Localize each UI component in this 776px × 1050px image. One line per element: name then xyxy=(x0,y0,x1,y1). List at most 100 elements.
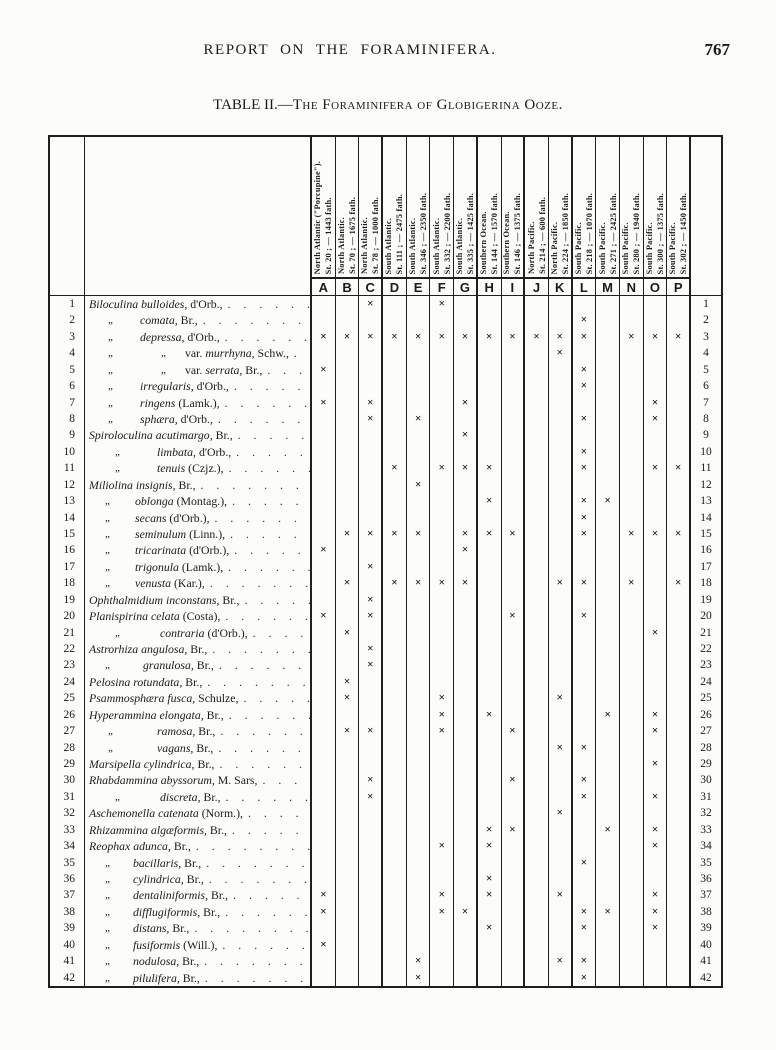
mark-cell-K-18: × xyxy=(549,575,573,592)
species-name-cell: „ tenuis (Czjz.),. . . . . . . . . . . . … xyxy=(85,460,312,477)
leader-dots: . . . . . . . . . . . . . . . . . . . . … xyxy=(234,543,310,558)
mark-cell-I-18 xyxy=(502,575,526,592)
mark-cell-M-20 xyxy=(596,608,620,625)
mark-cell-F-38: × xyxy=(430,903,455,921)
mark-cell-A-18 xyxy=(312,575,336,592)
mark-cell-G-36 xyxy=(454,871,478,888)
species-name-cell: „ discreta, Br.,. . . . . . . . . . . . .… xyxy=(85,788,312,806)
mark-cell-O-25 xyxy=(644,690,668,707)
mark-cell-N-42 xyxy=(620,969,644,986)
species-column-header xyxy=(85,137,312,278)
mark-cell-N-28 xyxy=(620,739,644,756)
mark-cell-F-22 xyxy=(430,641,455,658)
row-number-cell: 16 xyxy=(50,542,85,559)
mark-cell-P-6 xyxy=(667,378,691,395)
mark-cell-I-8 xyxy=(502,411,526,428)
ditto-mark: „ xyxy=(115,445,120,458)
mark-cell-H-7 xyxy=(478,394,502,411)
mark-cell-E-12: × xyxy=(407,476,431,494)
mark-cell-H-31 xyxy=(478,788,502,806)
mark-cell-F-26: × xyxy=(430,706,455,724)
mark-cell-D-17 xyxy=(383,558,407,576)
species-name-cell: „ pilulifera, Br.,. . . . . . . . . . . .… xyxy=(85,969,312,986)
ditto-mark: „ xyxy=(108,347,113,360)
mark-cell-K-33 xyxy=(549,821,573,839)
mark-cell-F-33 xyxy=(430,821,455,839)
mark-cell-P-14 xyxy=(667,509,691,526)
mark-cell-O-27: × xyxy=(644,723,668,740)
species-name-text: venusta (Kar.),. . . . . . . . . . . . .… xyxy=(135,575,310,591)
mark-cell-M-42 xyxy=(596,969,620,986)
mark-cell-C-29 xyxy=(359,756,384,773)
leader-dots: . . . . . . . . . . . . . . . . . . . . … xyxy=(228,461,310,476)
mark-cell-L-35: × xyxy=(573,854,597,871)
mark-cell-O-11: × xyxy=(644,460,668,477)
mark-cell-N-41 xyxy=(620,953,644,970)
leader-dots: . . . . . . . . . . . . . . . . . . . . … xyxy=(214,510,310,525)
mark-cell-E-26 xyxy=(407,706,431,724)
row-number-cell: 19 xyxy=(50,591,85,609)
row-number-cell: 37 xyxy=(50,887,85,904)
station-header-label: Southern Ocean. St. 146 ; — 1375 fath. xyxy=(502,192,523,274)
mark-cell-H-3: × xyxy=(478,328,502,346)
leader-dots: . . . . . . . . . . . . . . . . . . . . … xyxy=(218,740,310,755)
mark-cell-I-11 xyxy=(502,460,526,477)
mark-cell-H-19 xyxy=(478,591,502,609)
mark-cell-K-28: × xyxy=(549,739,573,756)
species-name-cell: „ distans, Br.,. . . . . . . . . . . . . … xyxy=(85,920,312,937)
mark-cell-H-28 xyxy=(478,739,502,756)
ditto-mark: „ xyxy=(105,577,110,590)
mark-cell-A-13 xyxy=(312,493,336,510)
mark-cell-K-32: × xyxy=(549,805,573,822)
station-header-label: South Atlantic. St. 346 ; — 2350 fath. xyxy=(408,192,429,274)
mark-cell-K-14 xyxy=(549,509,573,526)
mark-cell-J-22 xyxy=(525,641,549,658)
mark-cell-M-10 xyxy=(596,443,620,461)
leader-dots: . . . . . . . . . . . . . . . . . . . . … xyxy=(230,527,310,541)
mark-cell-G-40 xyxy=(454,936,478,954)
row-number-cell: 17 xyxy=(50,558,85,576)
mark-cell-K-26 xyxy=(549,706,573,724)
mark-cell-E-33 xyxy=(407,821,431,839)
mark-cell-M-4 xyxy=(596,345,620,362)
mark-cell-C-31: × xyxy=(359,788,384,806)
ditto-mark: „ xyxy=(105,889,110,902)
mark-cell-H-9 xyxy=(478,427,502,444)
mark-cell-J-8 xyxy=(525,411,549,428)
mark-cell-O-6 xyxy=(644,378,668,395)
mark-cell-O-37: × xyxy=(644,887,668,904)
mark-cell-G-29 xyxy=(454,756,478,773)
mark-cell-F-10 xyxy=(430,443,455,461)
station-header-label: North Pacific. St. 214 ; — 600 fath. xyxy=(526,196,547,274)
mark-cell-M-18 xyxy=(596,575,620,592)
mark-cell-O-40 xyxy=(644,936,668,954)
mark-cell-N-16 xyxy=(620,542,644,559)
mark-cell-E-29 xyxy=(407,756,431,773)
mark-cell-C-17: × xyxy=(359,558,384,576)
mark-cell-D-34 xyxy=(383,838,407,855)
mark-cell-G-3: × xyxy=(454,328,478,346)
mark-cell-H-41 xyxy=(478,953,502,970)
mark-cell-F-8 xyxy=(430,411,455,428)
mark-cell-K-22 xyxy=(549,641,573,658)
mark-cell-H-25 xyxy=(478,690,502,707)
mark-cell-P-29 xyxy=(667,756,691,773)
mark-cell-E-25 xyxy=(407,690,431,707)
mark-cell-J-38 xyxy=(525,903,549,921)
mark-cell-E-35 xyxy=(407,854,431,871)
mark-cell-E-37 xyxy=(407,887,431,904)
mark-cell-N-22 xyxy=(620,641,644,658)
mark-cell-D-39 xyxy=(383,920,407,937)
mark-cell-B-11 xyxy=(336,460,360,477)
ditto-mark: „ xyxy=(105,511,110,524)
mark-cell-E-10 xyxy=(407,443,431,461)
mark-cell-A-16: × xyxy=(312,542,336,559)
mark-cell-B-27: × xyxy=(336,723,360,740)
mark-cell-C-20: × xyxy=(359,608,384,625)
mark-cell-A-28 xyxy=(312,739,336,756)
mark-cell-B-28 xyxy=(336,739,360,756)
row-number-cell: 38 xyxy=(50,903,85,921)
leader-dots: . . . . . . . . . . . . . . . . . . . . … xyxy=(222,937,310,952)
mark-cell-H-42 xyxy=(478,969,502,986)
mark-cell-L-33 xyxy=(573,821,597,839)
